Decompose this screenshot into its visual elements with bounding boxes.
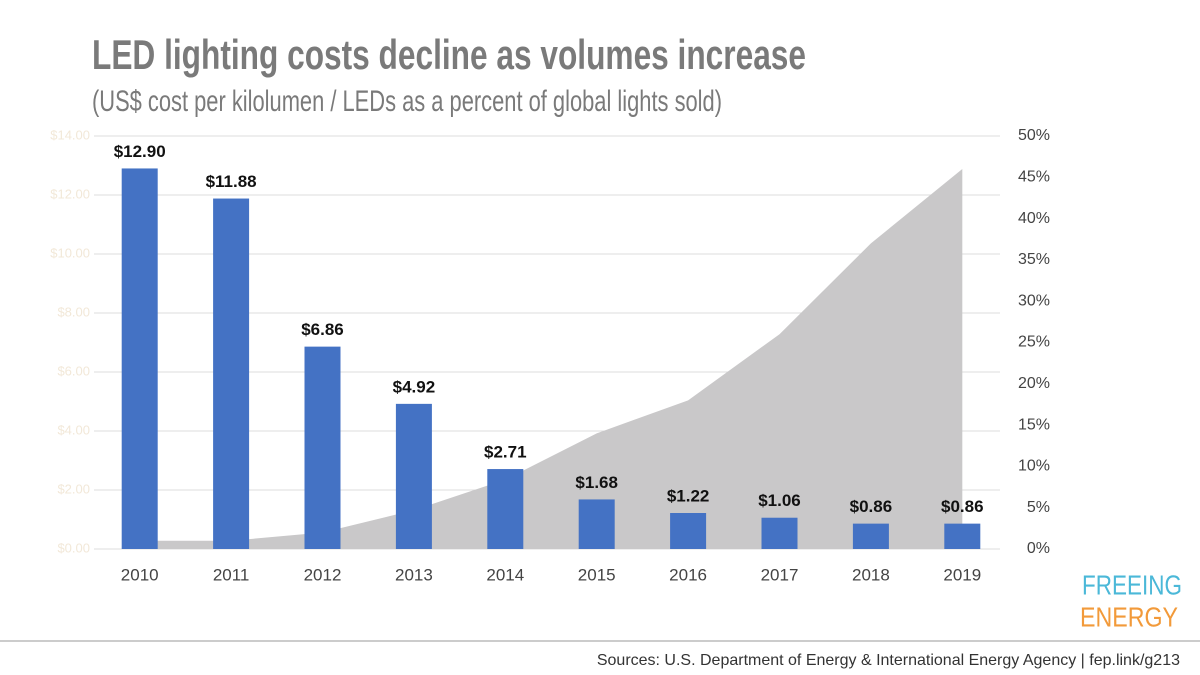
data-label: $1.06: [758, 491, 801, 510]
x-tick-label: 2019: [943, 565, 981, 584]
data-label: $6.86: [301, 320, 344, 339]
y2-tick-label: 5%: [1027, 499, 1050, 516]
bar: [670, 513, 707, 549]
bar: [487, 469, 524, 549]
bar: [121, 168, 158, 549]
y-tick-label: $8.00: [57, 304, 90, 319]
y2-tick-label: 45%: [1018, 169, 1050, 186]
y2-tick-label: 35%: [1018, 251, 1050, 268]
y2-tick-label: 30%: [1018, 292, 1050, 309]
x-tick-label: 2017: [761, 565, 799, 584]
chart-subtitle: (US$ cost per kilolumen / LEDs as a perc…: [92, 85, 722, 118]
data-label: $2.71: [484, 443, 527, 462]
data-label: $1.68: [575, 473, 618, 492]
bar: [395, 403, 432, 549]
y-tick-label: $2.00: [57, 481, 90, 496]
logo-line1: FREEING: [1082, 569, 1182, 600]
y2-tick-label: 20%: [1018, 375, 1050, 392]
bar: [213, 198, 250, 550]
y2-tick-label: 15%: [1018, 416, 1050, 433]
y2-tick-label: 40%: [1018, 210, 1050, 227]
y-tick-label: $12.00: [50, 186, 90, 201]
chart-title: LED lighting costs decline as volumes in…: [92, 31, 806, 78]
data-label: $1.22: [667, 486, 710, 505]
x-tick-label: 2014: [486, 565, 524, 584]
x-tick-label: 2010: [121, 565, 159, 584]
y-tick-label: $10.00: [50, 245, 90, 260]
data-label: $0.86: [850, 497, 893, 516]
y2-tick-label: 50%: [1018, 127, 1050, 144]
data-label: $12.90: [114, 142, 166, 161]
plot: $0.00 $2.00 $4.00 $6.00 $8.00 $10.00 $12.00 $14…: [50, 127, 1050, 584]
y2-tick-label: 25%: [1018, 334, 1050, 351]
x-tick-label: 2011: [213, 565, 250, 584]
logo-line2: ENERGY: [1080, 601, 1178, 632]
data-label: $0.86: [941, 497, 984, 516]
y-tick-label: $0.00: [57, 540, 90, 555]
y2-tick-label: 10%: [1018, 458, 1050, 475]
area: [139, 169, 963, 550]
x-tick-label: 2016: [669, 565, 707, 584]
bar: [761, 517, 798, 549]
x-tick-label: 2013: [395, 565, 433, 584]
y-tick-label: $14.00: [50, 127, 90, 142]
x-tick-label: 2015: [578, 565, 616, 584]
y-tick-label: $4.00: [57, 422, 90, 437]
bar: [944, 523, 981, 549]
x-tick-label: 2012: [304, 565, 342, 584]
data-label: $11.88: [206, 172, 257, 191]
bar: [852, 523, 889, 549]
y-tick-label: $6.00: [57, 363, 90, 378]
data-label: $4.92: [393, 377, 436, 396]
y2-tick-label: 0%: [1027, 540, 1050, 557]
footer-source: Sources: U.S. Department of Energy & Int…: [597, 652, 1180, 669]
x-tick-label: 2018: [852, 565, 890, 584]
bar: [304, 346, 341, 549]
bar: [578, 499, 615, 549]
